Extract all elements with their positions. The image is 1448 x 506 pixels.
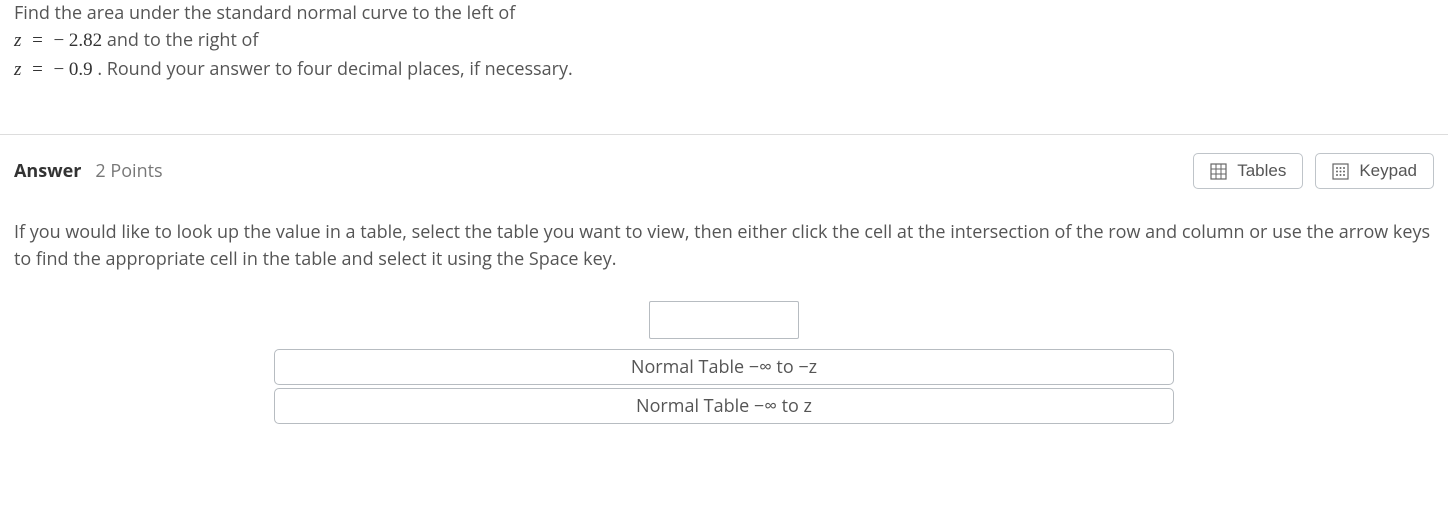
divider: [0, 134, 1448, 135]
keypad-button-label: Keypad: [1359, 161, 1417, 181]
points-label: 2 Points: [95, 158, 162, 185]
normal-table-neg-z-button[interactable]: Normal Table −∞ to −z: [274, 349, 1174, 385]
z1-var: z: [14, 30, 21, 51]
z2-var: z: [14, 59, 21, 80]
z1-minus: −: [54, 30, 65, 51]
z1-val: 2.82: [69, 30, 102, 51]
question-line3a: . Round your answer to four decimal plac…: [97, 57, 572, 81]
question-line2a: and to the right of: [107, 28, 259, 52]
instruction-text: If you would like to look up the value i…: [14, 219, 1434, 273]
keypad-button[interactable]: Keypad: [1315, 153, 1434, 189]
z2-val: 0.9: [69, 59, 93, 80]
z2-minus: −: [54, 59, 65, 80]
answer-input[interactable]: [649, 301, 799, 339]
tables-icon: [1210, 163, 1227, 180]
answer-row: Answer 2 Points Tables: [14, 153, 1434, 189]
question-line1: Find the area under the standard normal …: [14, 1, 515, 25]
normal-table-pos-z-button[interactable]: Normal Table −∞ to z: [274, 388, 1174, 424]
tables-button[interactable]: Tables: [1193, 153, 1303, 189]
question-text: Find the area under the standard normal …: [14, 0, 1434, 134]
keypad-icon: [1332, 163, 1349, 180]
eq2: =: [26, 59, 49, 80]
eq1: =: [26, 30, 49, 51]
tables-button-label: Tables: [1237, 161, 1286, 181]
answer-label: Answer: [14, 158, 81, 185]
